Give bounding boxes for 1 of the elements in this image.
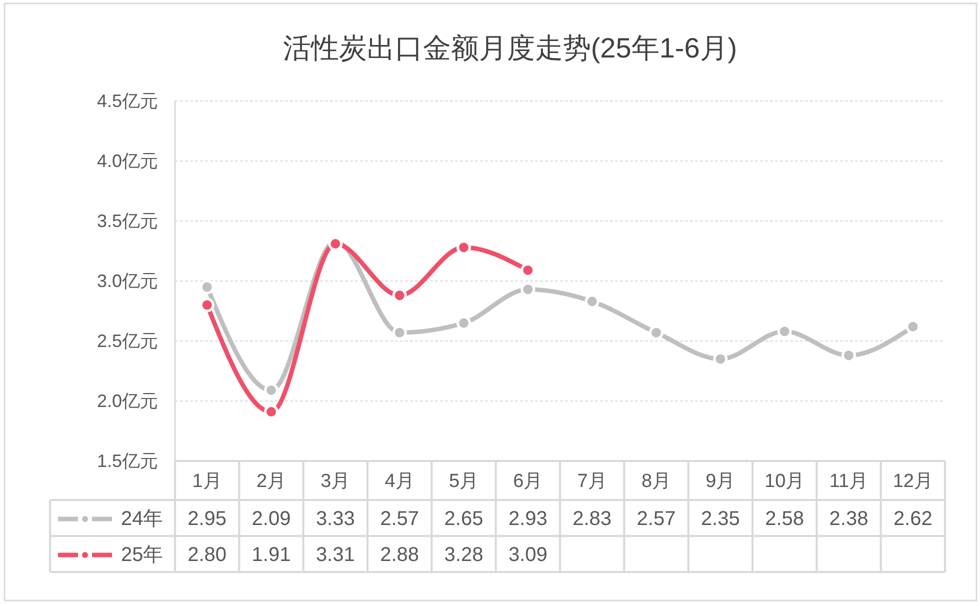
title: 活性炭出口金额月度走势(25年1-6月) [282, 32, 738, 64]
